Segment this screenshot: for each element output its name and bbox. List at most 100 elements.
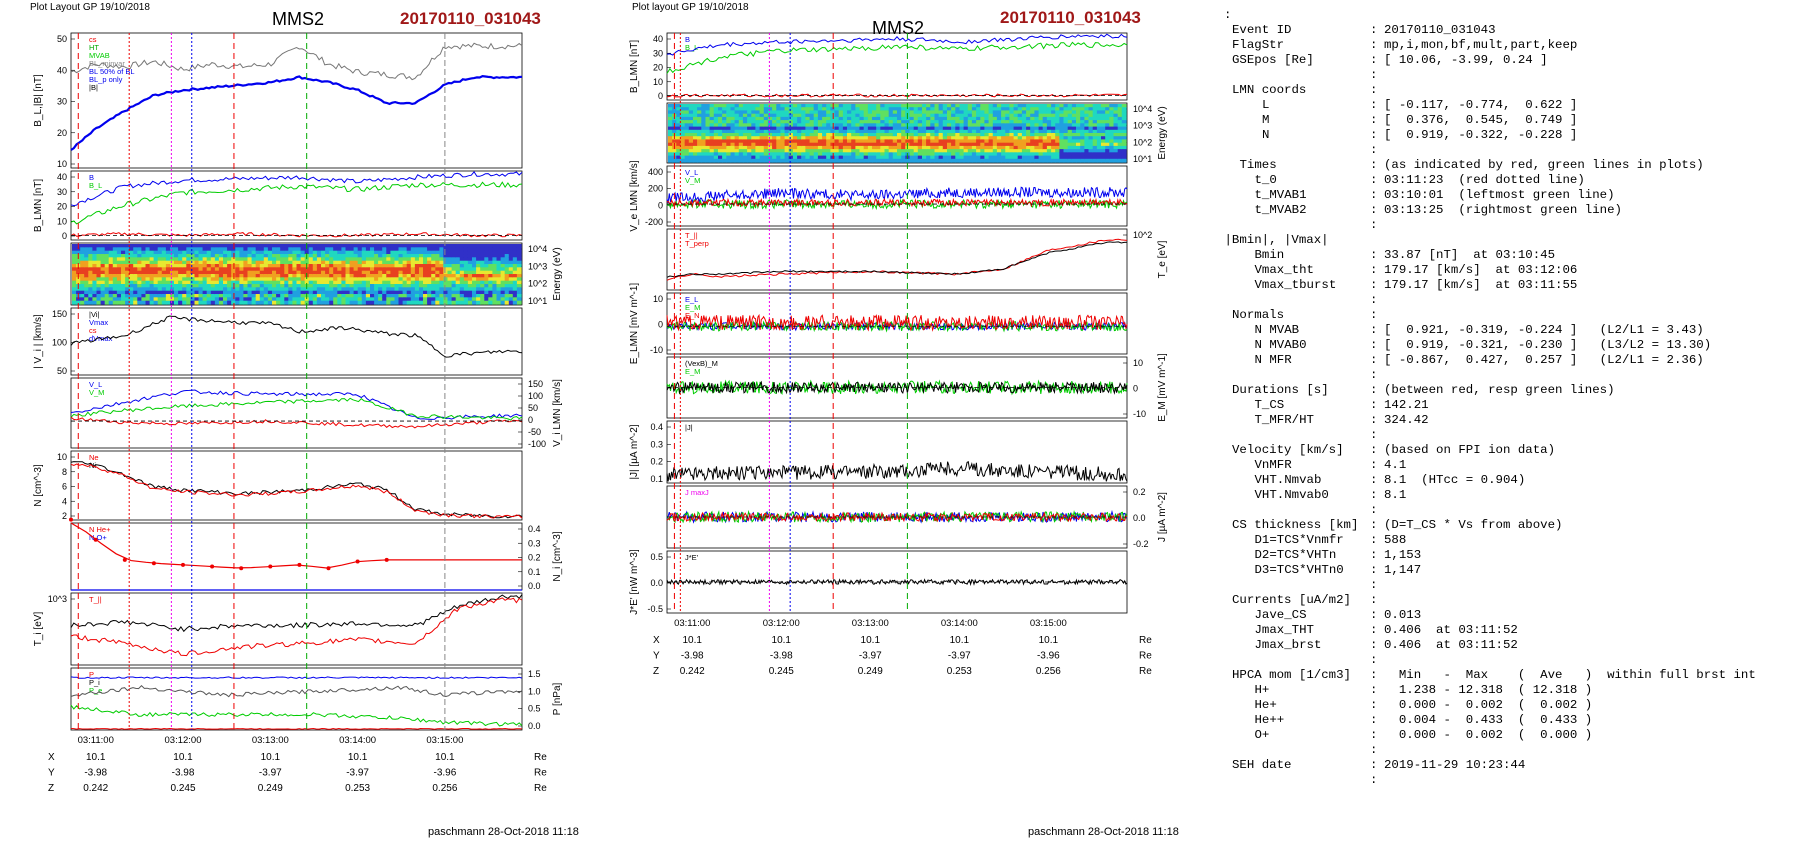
middle-panel-2-spectrogram — [668, 104, 1127, 163]
left-pos-x-value-4: 10.1 — [348, 752, 368, 763]
left-panel-7-marker-8 — [268, 564, 273, 569]
left-panel-2-tick-4: 10 — [57, 216, 67, 226]
left-panel-5-series-3 — [70, 416, 523, 429]
info-value: 0.004 - 0.433 ( 0.433 ) — [1384, 713, 1593, 727]
middle-pos-x-value-5: 10.1 — [1039, 635, 1059, 646]
left-panel-9-tick-2: 1.0 — [528, 686, 541, 696]
left-pos-y-label: Y — [48, 768, 55, 779]
info-colon: : — [1370, 503, 1378, 517]
info-colon: : — [1370, 338, 1378, 352]
info-value: 0.013 — [1384, 608, 1422, 622]
left-pos-x-unit: Re — [534, 752, 547, 763]
info-value: [ 0.921, -0.319, -0.224 ] (L2/L1 = 3.43) — [1384, 323, 1704, 337]
left-pos-y-value-2: -3.98 — [172, 768, 195, 779]
left-pos-z-value-5: 0.256 — [432, 783, 457, 794]
middle-panel-9-legend-1: J*E' — [685, 553, 699, 562]
info-key: T_CS — [1254, 398, 1285, 412]
left-panel-7-legend-2: N O+ — [89, 533, 107, 542]
left-panel-4-frame — [70, 307, 523, 376]
middle-panel-8-ylabel: J [µA m^-2] — [1157, 492, 1168, 542]
middle-panel-2-frame — [666, 102, 1128, 164]
middle-panel-2-tick-4: 10^1 — [1133, 154, 1152, 164]
left-panel-3-spectrogram — [72, 244, 522, 305]
middle-panel-4-tick-1: 10^2 — [1133, 230, 1152, 240]
middle-panel-3-tick-2: 200 — [648, 184, 663, 194]
middle-panel-7-legend-1: |J| — [685, 423, 693, 432]
middle-panel-2-tick-3: 10^2 — [1133, 137, 1152, 147]
left-plot-title: MMS2 — [272, 9, 325, 29]
left-panel-7-marker-1 — [69, 517, 73, 522]
info-key: Jmax_THT — [1254, 623, 1315, 637]
info-key: T_MFR/HT — [1254, 413, 1315, 427]
left-time-tick-5: 03:15:00 — [426, 735, 463, 746]
info-key: t_MVAB1 — [1254, 188, 1307, 202]
info-colon: : — [1370, 248, 1378, 262]
info-colon: : — [1370, 188, 1378, 202]
left-panel-2-tick-5: 0 — [62, 231, 67, 241]
info-key: Currents [uA/m2] — [1232, 593, 1351, 607]
middle-panel-1-frame — [666, 32, 1128, 101]
info-key: Bmin — [1254, 248, 1285, 262]
info-colon: : — [1370, 263, 1378, 277]
middle-panel-7-frame — [666, 420, 1128, 484]
left-panel-9-tick-3: 0.5 — [528, 704, 541, 714]
middle-panel-2-tick-2: 10^3 — [1133, 121, 1152, 131]
middle-pos-y-value-3: -3.97 — [859, 651, 882, 662]
left-pos-z-value-2: 0.245 — [171, 783, 196, 794]
middle-pos-y-unit: Re — [1139, 651, 1152, 662]
middle-panel-7-tick-1: 0.4 — [650, 422, 663, 432]
middle-pos-y-value-2: -3.98 — [770, 651, 793, 662]
left-panel-5-tick-3: 50 — [528, 403, 538, 413]
event-summary: : Event ID:20170110_031043 FlagStr: mp,i,m… — [1224, 8, 1799, 798]
left-panel-1-frame — [70, 32, 523, 169]
left-panel-3-tick-1: 10^4 — [528, 244, 547, 254]
info-value: 588 — [1384, 533, 1407, 547]
left-panel-8-tick-1: 10^3 — [48, 594, 67, 604]
middle-panel-3-legend-1: V_L — [685, 168, 698, 177]
info-key: N MVAB — [1254, 323, 1300, 337]
left-panel-9-series-3 — [70, 704, 523, 727]
left-panel-1-legend-7: |B| — [89, 83, 98, 92]
left-panel-7-legend-1: N He+ — [89, 525, 111, 534]
info-colon: : — [1370, 473, 1378, 487]
info-colon: : — [1370, 518, 1378, 532]
middle-panel-4-frame — [666, 228, 1128, 291]
left-panel-1-legend-2: HT — [89, 43, 99, 52]
info-value: 179.17 [km/s] at 03:11:55 — [1384, 278, 1578, 292]
left-panel-1-ylabel: B_L,|B| [nT] — [33, 74, 44, 127]
left-panel-1-tick-5: 10 — [57, 159, 67, 169]
info-key: VnMFR — [1254, 458, 1292, 472]
left-panel-5-series-2 — [70, 397, 523, 421]
middle-panel-1-series-2 — [666, 41, 1128, 74]
left-pos-x-value-3: 10.1 — [261, 752, 281, 763]
middle-pos-z-value-2: 0.245 — [769, 666, 794, 677]
middle-pos-z-unit: Re — [1139, 666, 1152, 677]
info-key: D1=TCS*Vnmfr — [1254, 533, 1344, 547]
middle-time-tick-4: 03:14:00 — [941, 618, 978, 629]
middle-panel-1-tick-5: 0 — [658, 91, 663, 101]
left-panel-2-tick-2: 30 — [57, 187, 67, 197]
info-value: 179.17 [km/s] at 03:12:06 — [1384, 263, 1578, 277]
info-key: HPCA mom [1/cm3] — [1232, 668, 1351, 682]
middle-pos-x-unit: Re — [1139, 635, 1152, 646]
left-panel-3-tick-2: 10^3 — [528, 261, 547, 271]
left-panel-5-tick-2: 100 — [528, 391, 543, 401]
info-colon: : — [1370, 113, 1378, 127]
left-panel-8-series-2 — [70, 597, 523, 657]
info-colon: : — [1370, 218, 1378, 232]
left-pos-z-value-1: 0.242 — [83, 783, 108, 794]
middle-panel-8-legend-1: J maxJ — [685, 488, 709, 497]
middle-plot-header: Plot layout GP 19/10/2018 — [632, 2, 749, 13]
middle-pos-x-label: X — [653, 635, 660, 646]
middle-panel-3-tick-1: 400 — [648, 167, 663, 177]
middle-panel-1-legend-1: B — [685, 35, 690, 44]
left-panel-4-legend-2: Vmax — [89, 318, 108, 327]
left-panel-2-legend-1: B — [89, 173, 94, 182]
middle-panel-6-ylabel: E_M [mV m^-1] — [1157, 353, 1168, 422]
left-panel-8-frame — [70, 592, 523, 666]
left-panel-5-frame — [70, 377, 523, 449]
info-colon: : — [1370, 458, 1378, 472]
left-panel-2-series-3 — [70, 232, 523, 238]
middle-panel-7-tick-2: 0.3 — [650, 439, 663, 449]
info-key: D3=TCS*VHTn0 — [1254, 563, 1344, 577]
